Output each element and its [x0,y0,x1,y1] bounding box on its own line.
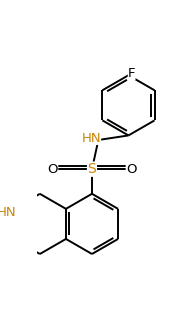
Text: HN: HN [0,206,16,219]
Text: S: S [88,162,96,176]
Text: O: O [126,163,136,176]
Text: F: F [128,67,135,80]
Text: HN: HN [81,132,101,145]
Text: O: O [47,163,58,176]
